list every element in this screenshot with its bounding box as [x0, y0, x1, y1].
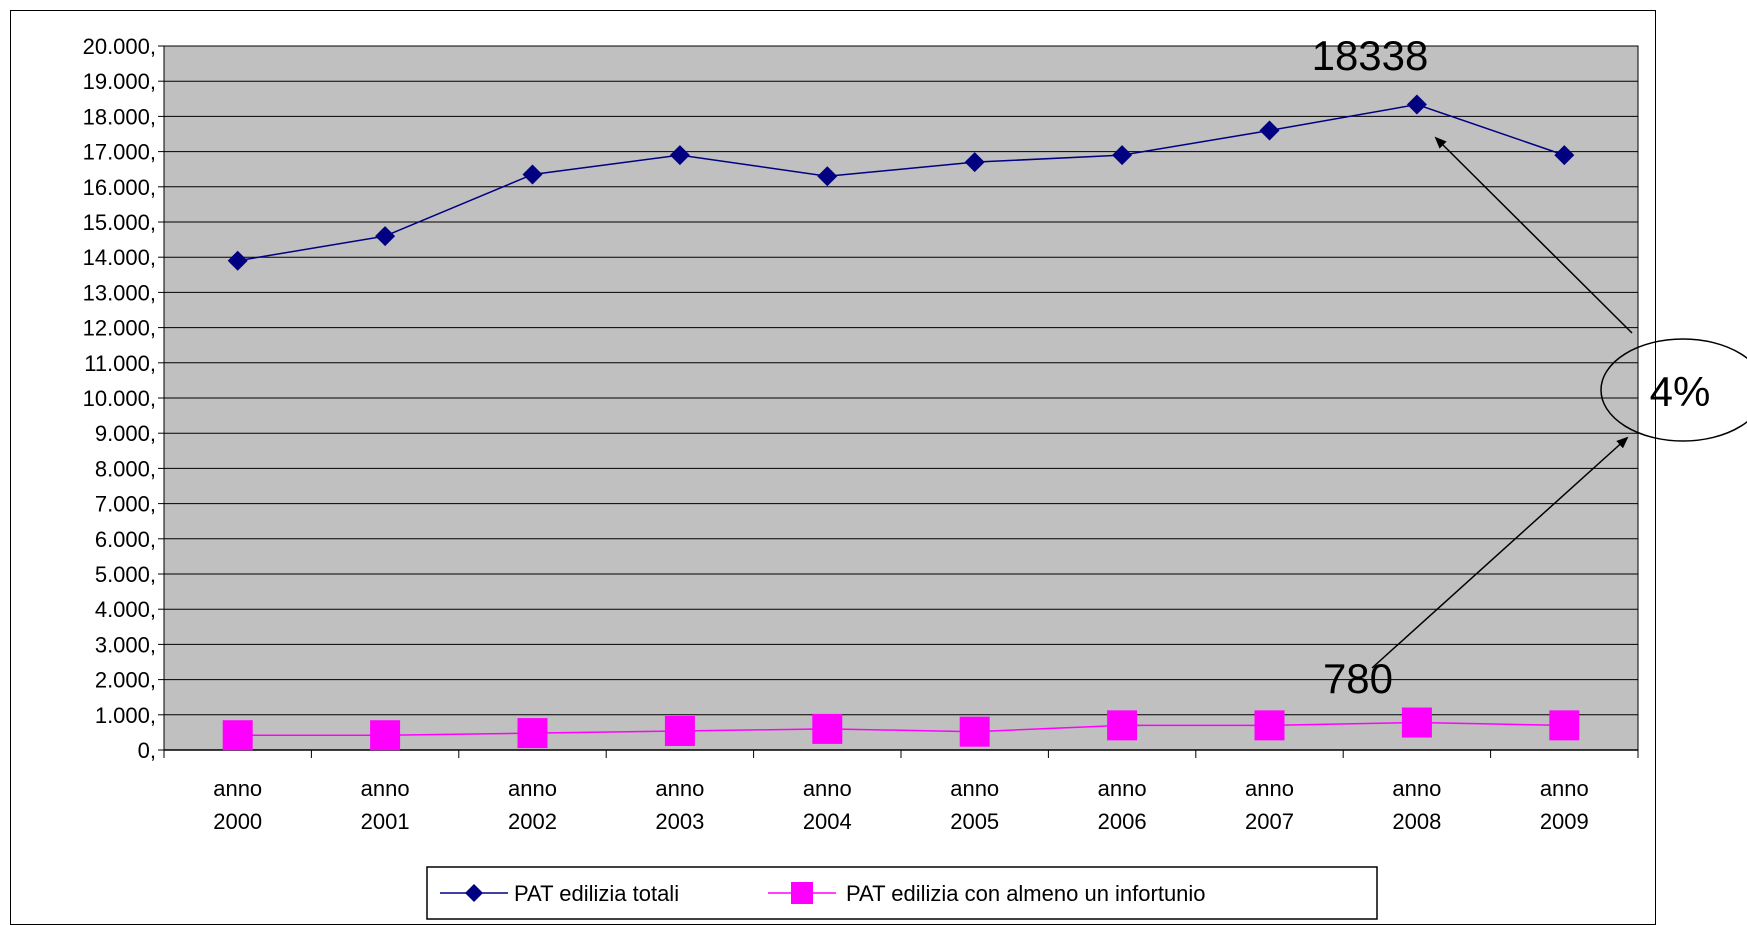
y-tick-label: 17.000, [83, 140, 156, 165]
y-tick-label: 13.000, [83, 280, 156, 305]
y-tick-label: 7.000, [95, 492, 156, 517]
series-line-1 [237, 103, 1565, 262]
y-tick-label: 14.000, [83, 245, 156, 270]
data-point-series-1 [522, 164, 543, 185]
series-line-2 [237, 721, 1565, 736]
data-point-series-2 [370, 720, 401, 751]
arrow-from-injury-peak [1371, 436, 1629, 669]
ratio-callout-ellipse [1600, 338, 1747, 442]
y-tick-label: 20.000, [83, 34, 156, 59]
legend-label-series-1: PAT edilizia totali [514, 881, 679, 906]
arrow-to-peak [1434, 136, 1633, 334]
data-point-series-1 [375, 226, 396, 247]
x-tick-label: anno 2005 [950, 776, 999, 834]
y-tick-label: 10.000, [83, 386, 156, 411]
legend-square-icon [791, 882, 813, 904]
data-point-series-2 [664, 715, 695, 746]
x-axis: anno 2000 anno 2001 anno 2002 anno 2003 anno 2004… [163, 749, 1639, 834]
data-point-series-2 [812, 713, 843, 744]
y-tick-label: 15.000, [83, 210, 156, 235]
data-point-series-2 [517, 718, 548, 749]
y-tick-label: 4.000, [95, 597, 156, 622]
ratio-callout-label: 4% [1650, 368, 1711, 415]
peak-value-annotation: 18338 [1312, 32, 1429, 79]
data-point-series-1 [817, 166, 838, 187]
legend-label-series-2: PAT edilizia con almeno un infortunio [846, 881, 1206, 906]
y-tick-label: 6.000, [95, 527, 156, 552]
data-point-series-2 [959, 716, 990, 747]
data-point-series-1 [1112, 145, 1133, 166]
y-tick-label: 19.000, [83, 69, 156, 94]
y-tick-label: 11.000, [84, 351, 156, 376]
x-tick-label: anno 2003 [655, 776, 704, 834]
data-point-series-1 [1554, 145, 1575, 166]
data-point-series-1 [964, 152, 985, 173]
data-point-series-2 [1107, 710, 1138, 741]
data-point-series-1 [1406, 94, 1427, 115]
x-tick-label: anno 2004 [803, 776, 852, 834]
y-tick-label: 16.000, [83, 175, 156, 200]
y-tick-label: 5.000, [95, 562, 156, 587]
gridlines [164, 80, 1638, 716]
x-tick-label: anno 2002 [508, 776, 557, 834]
data-point-series-1 [669, 145, 690, 166]
y-tick-label: 2.000, [95, 668, 156, 693]
data-point-series-1 [227, 250, 248, 271]
data-point-series-2 [222, 720, 253, 751]
x-tick-label: anno 2008 [1392, 776, 1441, 834]
data-point-series-2 [1549, 710, 1580, 741]
y-tick-label: 9.000, [95, 421, 156, 446]
x-tick-label: anno 2007 [1245, 776, 1294, 834]
data-point-series-2 [1254, 710, 1285, 741]
y-tick-label: 3.000, [95, 632, 156, 657]
x-tick-label: anno 2009 [1540, 776, 1589, 834]
y-tick-label: 1.000, [95, 703, 156, 728]
legend-diamond-icon [465, 884, 483, 902]
data-point-series-1 [1259, 120, 1280, 141]
series-layer [222, 94, 1580, 751]
injury-peak-annotation: 780 [1323, 655, 1393, 702]
y-tick-label: 18.000, [83, 104, 156, 129]
x-tick-label: anno 2000 [213, 776, 262, 834]
legend-box [426, 866, 1378, 920]
y-tick-label: 12.000, [83, 316, 156, 341]
y-axis: 0, 1.000, 2.000, 3.000, 4.000, 5.000, 6.000, 7.… [83, 34, 164, 763]
x-tick-label: anno 2001 [361, 776, 410, 834]
y-tick-label: 0, [138, 738, 156, 763]
x-tick-label: anno 2006 [1098, 776, 1147, 834]
y-tick-label: 8.000, [95, 456, 156, 481]
legend: PAT edilizia totali PAT edilizia con alm… [426, 866, 1378, 920]
data-point-series-2 [1401, 707, 1432, 738]
